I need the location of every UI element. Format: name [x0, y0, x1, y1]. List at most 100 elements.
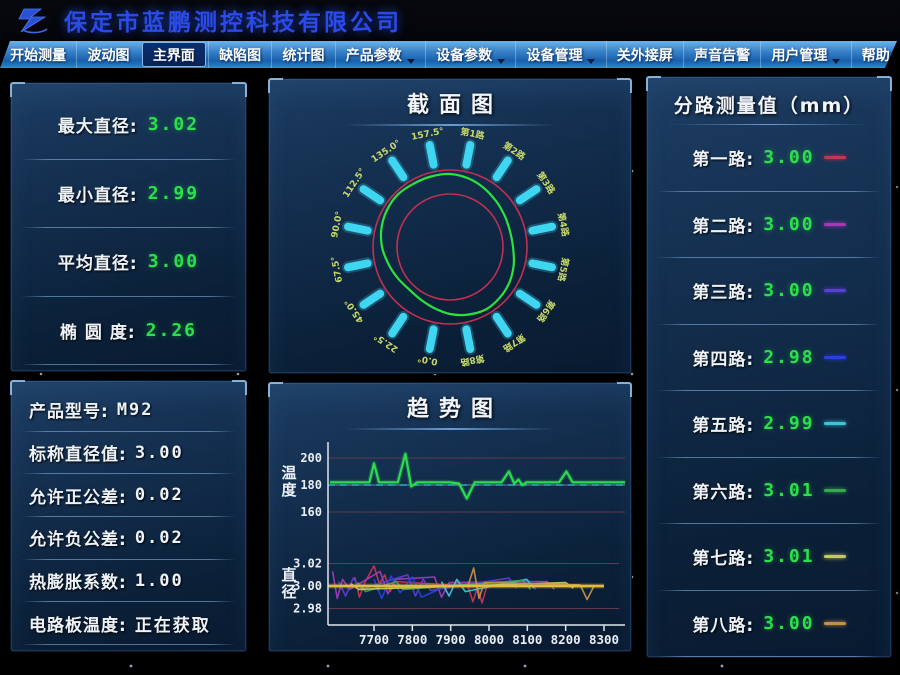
minus-tolerance-value: 0.02: [134, 527, 184, 548]
row-separator: [21, 364, 236, 365]
channel-rows: 第一路: 3.00 第二路: 3.00 第三路: 3.00 第四路: 2.98 第五路: 2.99…: [647, 125, 891, 657]
menu-item-start-measure[interactable]: 开始测量: [0, 41, 76, 68]
menu-item-device-management[interactable]: 设备管理: [515, 41, 605, 68]
prow-minus-tolerance: 允许负公差: 0.02: [11, 517, 246, 560]
svg-text:2.98: 2.98: [293, 602, 322, 616]
spoke-tick: [425, 325, 438, 354]
crow-channel-7: 第七路: 3.01: [647, 524, 891, 591]
board-temperature-value: 正在获取: [134, 615, 211, 636]
channels-underline: [671, 124, 867, 125]
inner-tolerance-circle: [396, 193, 504, 301]
spoke-tick: [492, 156, 512, 182]
trend-chart-title: 趋势图: [406, 397, 503, 422]
section-chart-title: 截面图: [406, 93, 503, 118]
prow-board-temperature: 电路板温度: 正在获取: [11, 602, 246, 646]
channel-4-value: 2.98: [763, 346, 815, 368]
channel-7-value: 3.01: [763, 546, 815, 568]
menu-item-label: 主界面: [152, 47, 195, 64]
row-separator: [21, 473, 236, 475]
max-diameter-label: 最大直径:: [57, 117, 138, 138]
channel-4-color-dash: [823, 355, 846, 359]
channel-1-value: 3.00: [763, 147, 815, 169]
trend-line-chart: 200 180 160 3.02 3.00 2.98 7700 7800 7900 8000 810…: [281, 442, 626, 647]
outer-tolerance-circle: [372, 169, 528, 325]
trend-chart-panel: 趋势图 200 180 160 3.02 3.00 2.98 7700 7800 7900 800…: [268, 382, 632, 652]
menu-item-defect-chart[interactable]: 缺陷图: [207, 41, 271, 68]
svg-text:3.02: 3.02: [293, 557, 322, 571]
channel-6-value: 3.01: [763, 479, 815, 501]
row-separator: [21, 644, 236, 646]
svg-text:7800: 7800: [397, 632, 427, 647]
dropdown-arrow-icon: [406, 59, 415, 64]
diameter-series: [467, 567, 595, 601]
menu-item-external-screen[interactable]: 关外接屏: [605, 41, 683, 68]
prow-plus-tolerance: 允许正公差: 0.02: [11, 474, 246, 518]
menu-bar: 开始测量 波动图 主界面 缺陷图 统计图 产品参数 设备参数 设备管理 关外接屏 声音告警 用户管理…: [0, 41, 897, 68]
measured-profile-curve: [379, 172, 516, 317]
channel-1-color-dash: [823, 156, 846, 160]
channel-8-label: 第八路:: [692, 615, 755, 636]
spoke-tick: [359, 289, 385, 309]
avg-diameter-label: 平均直径:: [57, 254, 138, 275]
spoke-tick: [528, 259, 557, 272]
dropdown-arrow-icon: [587, 59, 596, 64]
menu-item-device-params[interactable]: 设备参数: [424, 41, 515, 68]
channel-5-label: 第五路:: [692, 416, 755, 437]
prow-nominal-diameter: 标称直径值: 3.00: [11, 432, 246, 475]
title-underline: [345, 428, 555, 430]
menu-item-help[interactable]: 帮助: [850, 41, 897, 68]
product-rows: 产品型号: M92 标称直径值: 3.00 允许正公差: 0.02 允许负公差: 0.02 热膨…: [11, 381, 246, 651]
row-separator: [21, 227, 236, 228]
spoke-tick: [528, 222, 557, 235]
min-diameter-label: 最小直径:: [57, 185, 138, 206]
menu-item-label: 帮助: [861, 47, 890, 64]
spoke-tick: [343, 222, 372, 235]
spoke-label: 第4路: [555, 211, 572, 238]
svg-text:7700: 7700: [359, 632, 389, 647]
prow-thermal-expansion: 热膨胀系数: 1.00: [11, 560, 246, 603]
spoke-tick: [515, 185, 541, 205]
row-separator: [21, 158, 236, 160]
channel-5-value: 2.99: [763, 413, 815, 435]
menu-item-product-params[interactable]: 产品参数: [334, 41, 425, 68]
thermal-expansion-label: 热膨胀系数:: [29, 573, 127, 594]
mrow-avg-diameter: 平均直径: 3.00: [11, 228, 246, 297]
spoke-tick: [388, 156, 408, 182]
nominal-diameter-label: 标称直径值:: [29, 445, 127, 465]
menu-item-user-management[interactable]: 用户管理: [760, 41, 850, 68]
menu-item-statistics-chart[interactable]: 统计图: [271, 41, 334, 68]
mrow-ovality: 椭 圆 度: 2.26: [11, 297, 246, 365]
menu-item-label: 设备参数: [436, 47, 493, 64]
menu-item-label: 用户管理: [771, 47, 828, 64]
crow-channel-1: 第一路: 3.00: [647, 125, 891, 192]
channel-7-color-dash: [823, 555, 846, 559]
spoke-tick: [388, 312, 408, 338]
mrow-max-diameter: 最大直径: 3.02: [11, 91, 246, 160]
channel-3-label: 第三路:: [692, 283, 755, 304]
svg-text:8100: 8100: [512, 632, 542, 647]
spoke-tick: [492, 312, 512, 338]
menu-item-fluctuation-chart[interactable]: 波动图: [76, 41, 139, 68]
spoke-tick: [462, 325, 475, 354]
svg-text:200: 200: [300, 451, 322, 465]
svg-text:8200: 8200: [551, 632, 581, 647]
mrow-min-diameter: 最小直径: 2.99: [11, 160, 246, 228]
menu-item-label: 波动图: [87, 47, 130, 64]
row-separator: [21, 558, 236, 560]
menu-item-sound-alarm[interactable]: 声音告警: [682, 41, 760, 68]
svg-text:7900: 7900: [436, 632, 466, 647]
dropdown-arrow-icon: [497, 59, 506, 64]
menu-item-label: 统计图: [282, 47, 325, 64]
menu-item-label: 声音告警: [694, 47, 751, 64]
channel-6-color-dash: [823, 488, 846, 492]
channel-2-label: 第二路:: [692, 216, 755, 237]
spoke-label: 第8路: [458, 352, 485, 369]
row-separator: [657, 589, 881, 591]
svg-text:180: 180: [300, 478, 322, 492]
ovality-label: 椭 圆 度:: [60, 322, 136, 343]
crow-channel-4: 第四路: 2.98: [647, 325, 891, 391]
row-separator: [21, 601, 236, 603]
row-separator: [657, 323, 881, 325]
menu-item-main-view[interactable]: 主界面: [141, 42, 206, 67]
